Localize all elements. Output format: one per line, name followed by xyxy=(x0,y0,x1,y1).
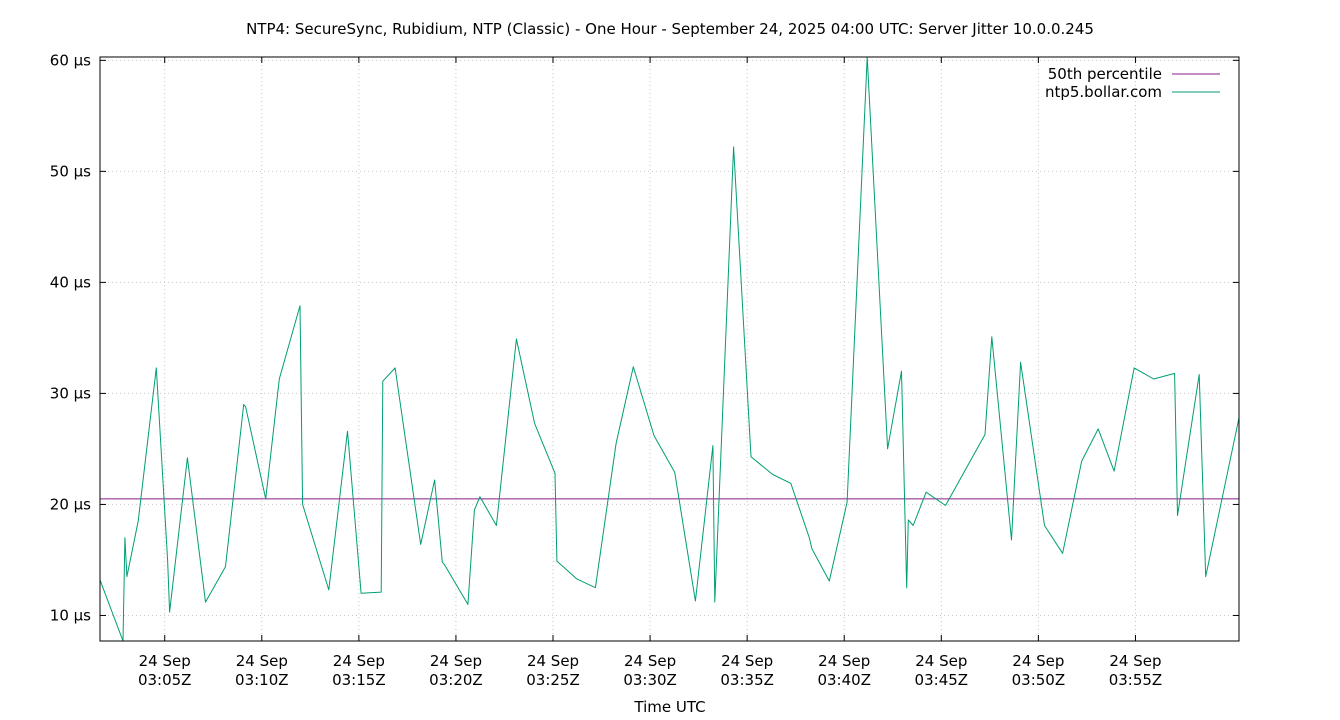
x-tick-date-label: 24 Sep xyxy=(721,652,773,670)
plot-frame xyxy=(99,56,1240,642)
y-tick-label: 10 µs xyxy=(50,606,91,624)
x-tick-date-label: 24 Sep xyxy=(333,652,385,670)
y-tick-label: 60 µs xyxy=(50,51,91,69)
x-tick-date-label: 24 Sep xyxy=(139,652,191,670)
x-tick-date-label: 24 Sep xyxy=(430,652,482,670)
x-tick-date-label: 24 Sep xyxy=(818,652,870,670)
x-tick-time-label: 03:35Z xyxy=(720,671,774,689)
x-tick-date-label: 24 Sep xyxy=(527,652,579,670)
gridlines xyxy=(100,57,1239,641)
x-tick-time-label: 03:45Z xyxy=(915,671,969,689)
x-tick-date-label: 24 Sep xyxy=(236,652,288,670)
y-tick-label: 50 µs xyxy=(50,162,91,180)
x-tick-time-label: 03:30Z xyxy=(623,671,677,689)
y-tick-label: 30 µs xyxy=(50,384,91,402)
x-tick-date-label: 24 Sep xyxy=(1109,652,1161,670)
x-tick-time-label: 03:05Z xyxy=(138,671,192,689)
x-tick-time-label: 03:40Z xyxy=(817,671,871,689)
series-layer xyxy=(99,56,1240,642)
x-tick-time-label: 03:55Z xyxy=(1109,671,1163,689)
y-tick-label: 20 µs xyxy=(50,495,91,513)
x-tick-date-label: 24 Sep xyxy=(624,652,676,670)
legend-label: 50th percentile xyxy=(1048,65,1162,83)
x-tick-time-label: 03:15Z xyxy=(332,671,386,689)
x-tick-time-label: 03:50Z xyxy=(1012,671,1066,689)
x-tick-time-label: 03:10Z xyxy=(235,671,289,689)
x-axis-label: Time UTC xyxy=(633,698,705,716)
jitter-series-line xyxy=(99,56,1240,642)
x-tick-time-label: 03:20Z xyxy=(429,671,483,689)
chart-title: NTP4: SecureSync, Rubidium, NTP (Classic… xyxy=(246,20,1094,38)
x-tick-date-label: 24 Sep xyxy=(1012,652,1064,670)
legend-label: ntp5.bollar.com xyxy=(1045,83,1162,101)
x-tick-date-label: 24 Sep xyxy=(915,652,967,670)
x-tick-time-label: 03:25Z xyxy=(526,671,580,689)
y-tick-label: 40 µs xyxy=(50,273,91,291)
